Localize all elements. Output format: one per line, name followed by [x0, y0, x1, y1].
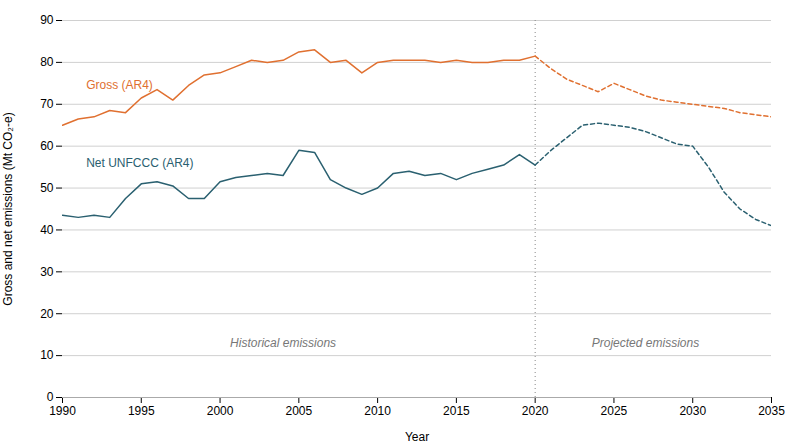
svg-text:2035: 2035	[758, 404, 785, 418]
svg-text:40: 40	[40, 223, 54, 237]
svg-text:80: 80	[40, 55, 54, 69]
svg-text:Gross and net emissions (Mt CO: Gross and net emissions (Mt CO₂-e)	[1, 112, 15, 305]
svg-text:0: 0	[47, 390, 54, 404]
svg-text:Net UNFCCC (AR4): Net UNFCCC (AR4)	[86, 156, 193, 170]
svg-text:70: 70	[40, 97, 54, 111]
svg-text:90: 90	[40, 13, 54, 27]
svg-text:10: 10	[40, 348, 54, 362]
svg-text:20: 20	[40, 307, 54, 321]
svg-text:Year: Year	[405, 430, 429, 443]
svg-text:1990: 1990	[49, 404, 76, 418]
svg-text:2015: 2015	[443, 404, 470, 418]
svg-text:Projected emissions: Projected emissions	[592, 336, 699, 350]
svg-text:50: 50	[40, 181, 54, 195]
svg-text:2000: 2000	[207, 404, 234, 418]
svg-text:2005: 2005	[285, 404, 312, 418]
svg-text:2025: 2025	[601, 404, 628, 418]
svg-text:1995: 1995	[128, 404, 155, 418]
svg-text:Historical emissions: Historical emissions	[230, 336, 336, 350]
svg-text:2010: 2010	[364, 404, 391, 418]
svg-text:30: 30	[40, 265, 54, 279]
svg-text:60: 60	[40, 139, 54, 153]
svg-text:2030: 2030	[679, 404, 706, 418]
svg-text:Gross (AR4): Gross (AR4)	[86, 78, 153, 92]
svg-text:2020: 2020	[522, 404, 549, 418]
